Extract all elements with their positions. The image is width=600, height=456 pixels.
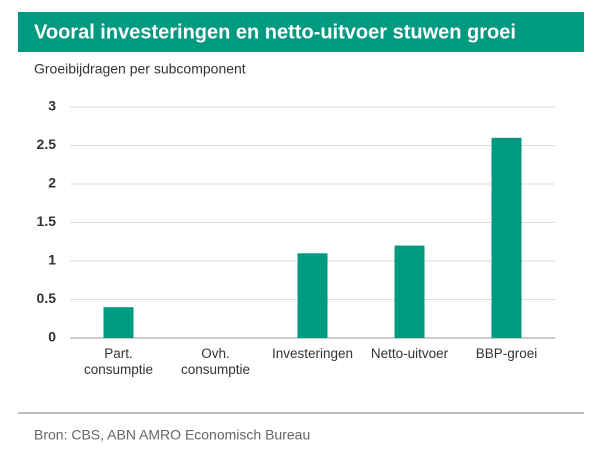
bar bbox=[103, 307, 134, 338]
x-tick-label: BBP-groei bbox=[475, 346, 538, 361]
x-tick-label: Ovh. consumptie bbox=[180, 346, 251, 377]
y-tick-label: 1 bbox=[48, 252, 56, 268]
y-tick-label: 3 bbox=[48, 98, 56, 114]
bar bbox=[297, 253, 328, 338]
x-tick-label: Part. consumptie bbox=[83, 346, 154, 377]
bar bbox=[394, 245, 425, 338]
chart-title: Vooral investeringen en netto-uitvoer st… bbox=[34, 21, 516, 43]
x-tick-label: Netto-uitvoer bbox=[370, 346, 449, 361]
y-tick-label: 2.5 bbox=[37, 136, 57, 152]
bar bbox=[491, 137, 522, 338]
x-tick-label: Investeringen bbox=[271, 346, 354, 361]
y-tick-label: 1.5 bbox=[37, 213, 57, 229]
y-tick-label: 0.5 bbox=[37, 290, 57, 306]
y-tick-label: 0 bbox=[48, 329, 56, 345]
y-tick-label: 2 bbox=[48, 175, 56, 191]
title-bar bbox=[18, 12, 584, 52]
chart-subtitle: Groeibijdragen per subcomponent bbox=[34, 61, 246, 77]
source: Bron: CBS, ABN AMRO Economisch Bureau bbox=[34, 427, 310, 443]
